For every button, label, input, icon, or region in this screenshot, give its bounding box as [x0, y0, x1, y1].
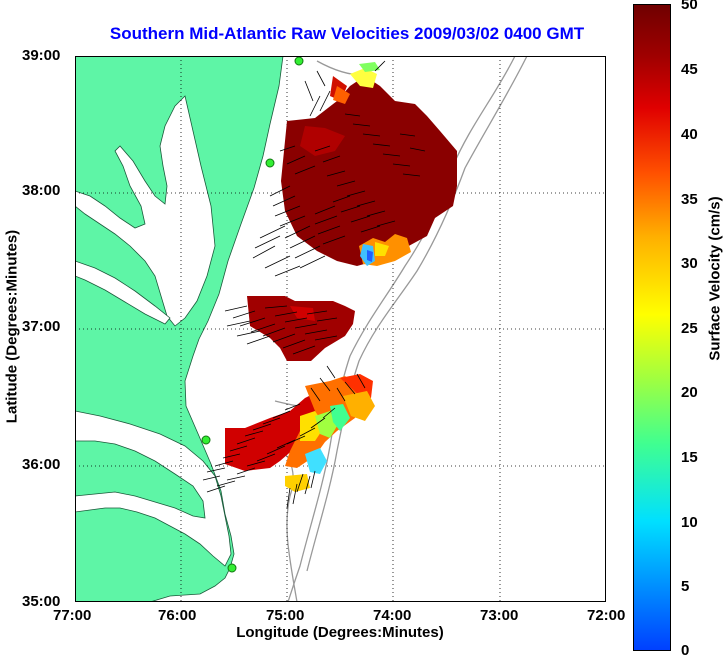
x-tick-label: 77:00 — [53, 607, 92, 624]
y-tick-label: 37:00 — [22, 318, 61, 335]
colorbar-tick: 10 — [681, 514, 698, 531]
velocity-vectors — [202, 60, 426, 509]
x-tick-label: 72:00 — [587, 607, 626, 624]
colorbar-tick: 5 — [681, 578, 690, 595]
colorbar-tick: 15 — [681, 449, 698, 466]
plot-frame — [75, 56, 606, 602]
velocity-field-north — [281, 62, 457, 266]
velocity-field-middle — [247, 296, 355, 361]
colorbar-tick: 30 — [681, 255, 698, 272]
x-tick-label: 75:00 — [266, 607, 305, 624]
colorbar-tick: 20 — [681, 384, 698, 401]
station-marker — [265, 158, 275, 168]
colorbar-tick: 25 — [681, 320, 698, 337]
chesapeake-bay — [75, 95, 216, 327]
velocity-field-south — [225, 374, 375, 492]
pamlico-sound — [75, 410, 232, 567]
radar-stations — [201, 56, 304, 573]
x-tick-label: 73:00 — [480, 607, 519, 624]
y-tick-label: 36:00 — [22, 456, 61, 473]
colorbar-tick: 40 — [681, 126, 698, 143]
x-axis-label: Longitude (Degrees:Minutes) — [236, 624, 444, 641]
x-tick-label: 76:00 — [158, 607, 197, 624]
y-tick-label: 35:00 — [22, 593, 61, 610]
colorbar-label: Surface Velocity (cm/s) — [706, 196, 724, 361]
colorbar-tick: 50 — [681, 0, 698, 13]
x-tick-label: 74:00 — [373, 607, 412, 624]
y-tick-label: 39:00 — [22, 47, 61, 64]
colorbar-tick: 0 — [681, 642, 690, 659]
velocity-map[interactable] — [75, 56, 606, 602]
map-title: Southern Mid-Atlantic Raw Velocities 200… — [109, 24, 585, 43]
colorbar — [633, 4, 671, 651]
colorbar-tick: 35 — [681, 191, 698, 208]
station-marker — [294, 56, 304, 66]
station-marker — [201, 435, 211, 445]
y-tick-label: 38:00 — [22, 182, 61, 199]
y-axis-label: Latitude (Degrees:Minutes) — [3, 229, 21, 424]
colorbar-tick: 45 — [681, 61, 698, 78]
station-marker — [227, 563, 237, 573]
